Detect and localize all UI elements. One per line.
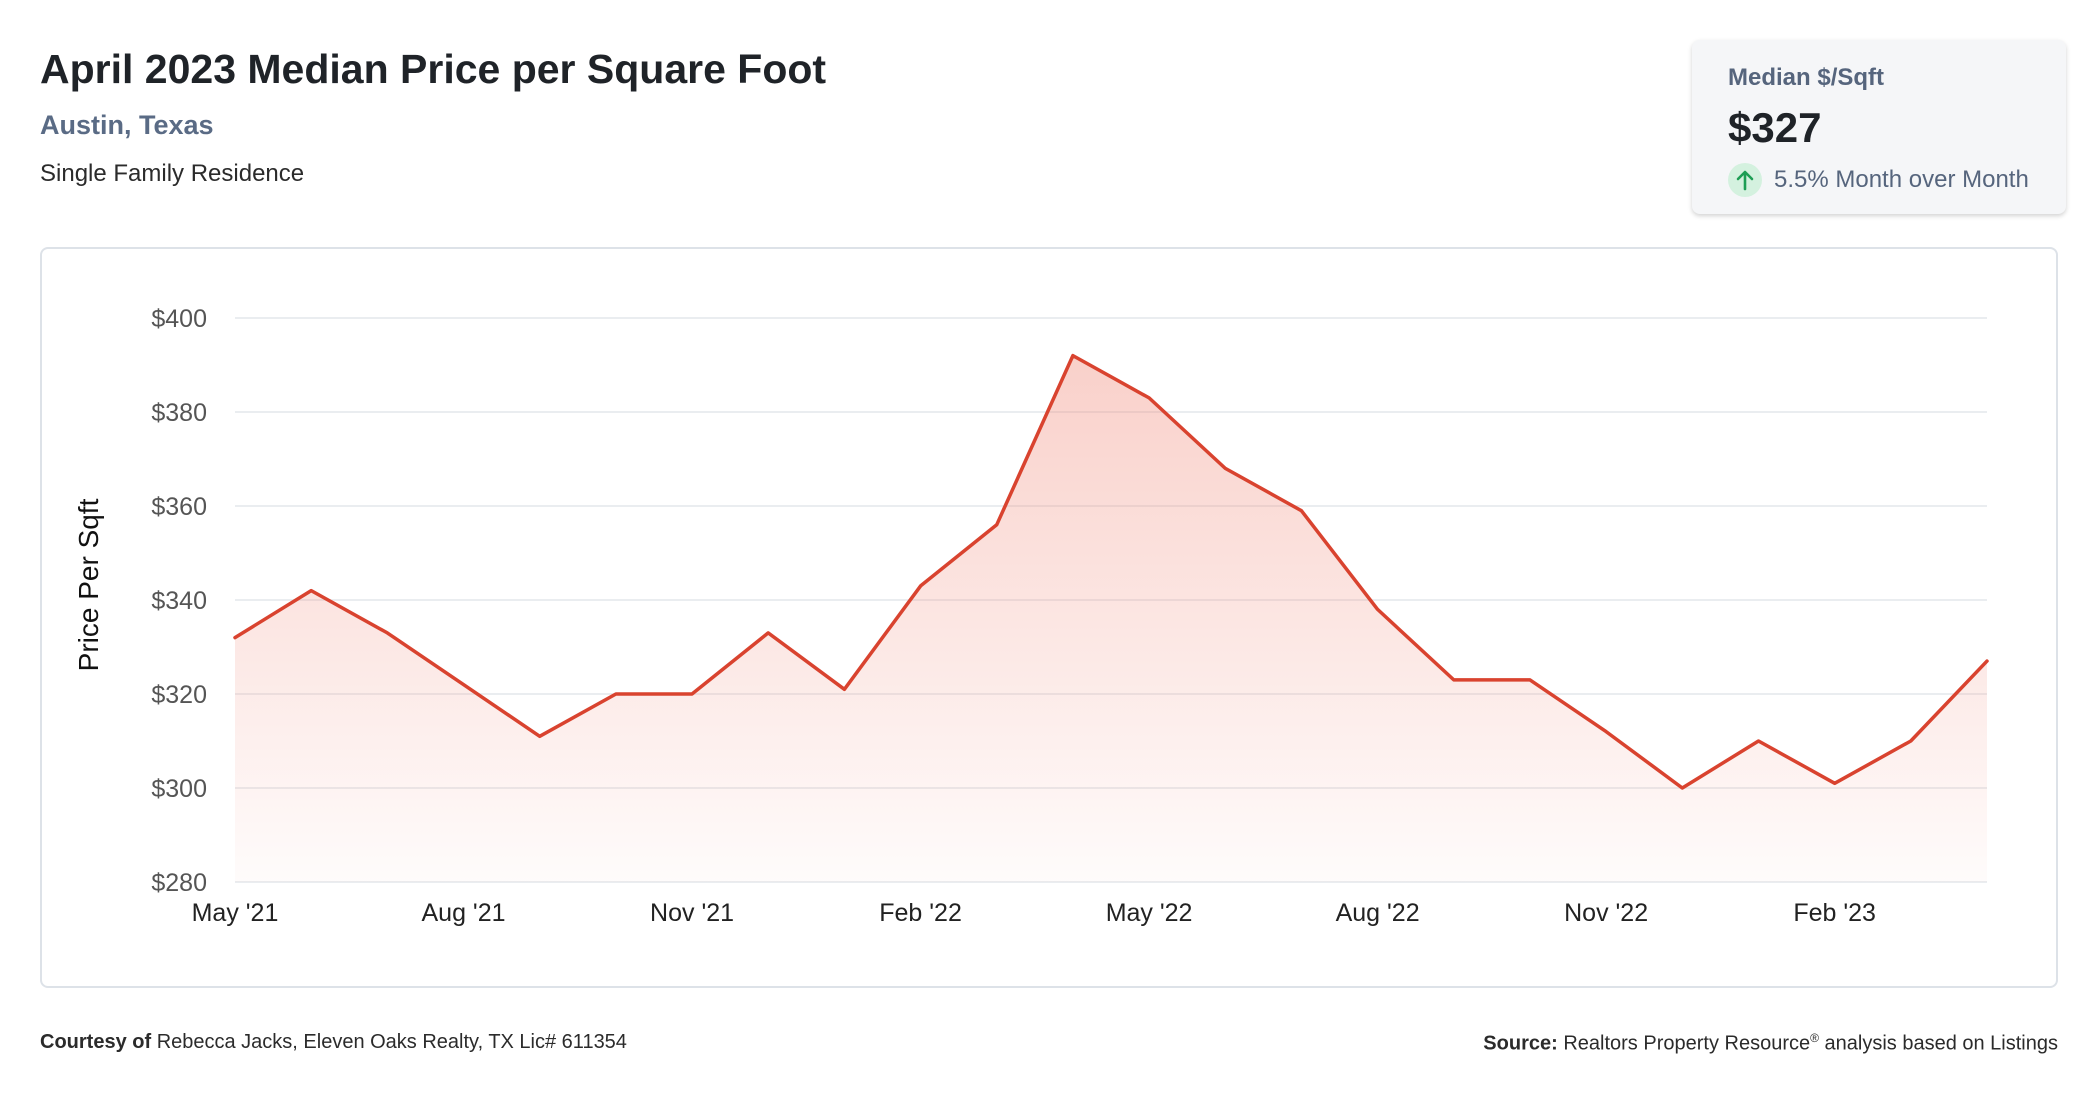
y-tick-label: $360	[151, 493, 207, 521]
courtesy-footer: Courtesy of Rebecca Jacks, Eleven Oaks R…	[40, 1031, 627, 1054]
x-tick-label: Nov '21	[650, 899, 734, 927]
y-tick-label: $400	[151, 305, 207, 333]
area-fill	[235, 355, 1987, 883]
median-stat-card: Median $/Sqft $327 5.5% Month over Month	[1692, 40, 2066, 214]
x-tick-label: Aug '21	[422, 899, 506, 927]
source-text: Realtors Property Resource	[1563, 1032, 1811, 1055]
price-chart: $400 $380 $360 $340 $320 $300 $280 May '21 Aug …	[73, 305, 1989, 927]
x-tick-label: Feb '22	[879, 899, 962, 927]
source-text-end: analysis based on Listings	[1818, 1032, 2059, 1055]
page-title: April 2023 Median Price per Square Foot	[40, 46, 827, 92]
stat-value: $327	[1728, 104, 1822, 151]
courtesy-label: Courtesy of	[40, 1031, 152, 1053]
x-tick-label: Aug '22	[1336, 899, 1420, 927]
property-type-label: Single Family Residence	[40, 160, 305, 187]
x-tick-label: Nov '22	[1564, 899, 1648, 927]
y-tick-label: $340	[151, 587, 207, 615]
x-tick-label: May '21	[192, 899, 279, 927]
series-line	[233, 353, 1989, 790]
y-tick-label: $300	[151, 775, 207, 803]
stat-change: 5.5% Month over Month	[1728, 162, 2029, 198]
location-subtitle: Austin, Texas	[40, 110, 214, 140]
source-footer: Source: Realtors Property Resource® anal…	[1483, 1031, 2058, 1056]
stat-change-text: 5.5% Month over Month	[1774, 166, 2029, 193]
y-tick-label: $280	[151, 869, 207, 897]
y-tick-label: $320	[151, 681, 207, 709]
y-tick-label: $380	[151, 399, 207, 427]
y-axis-label: Price Per Sqft	[73, 498, 104, 671]
stat-label: Median $/Sqft	[1728, 64, 1885, 91]
registered-mark: ®	[1810, 1031, 1819, 1045]
x-tick-label: Feb '23	[1793, 899, 1876, 927]
source-label: Source:	[1483, 1032, 1558, 1055]
courtesy-text: Rebecca Jacks, Eleven Oaks Realty, TX Li…	[156, 1031, 627, 1053]
arrow-up-icon	[1728, 163, 1762, 197]
x-tick-label: May '22	[1106, 899, 1193, 927]
